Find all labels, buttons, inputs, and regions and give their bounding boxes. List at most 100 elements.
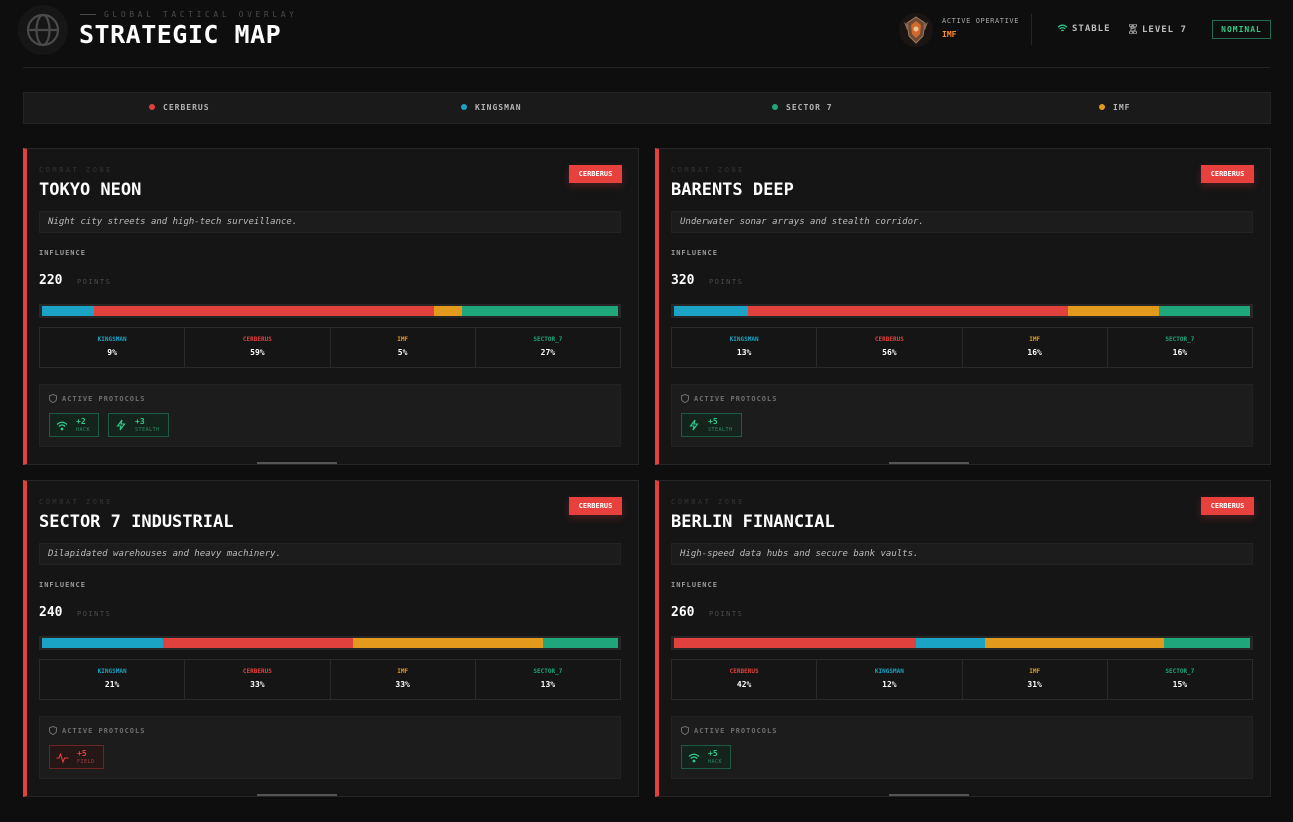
legend-label: SECTOR 7 [786,103,833,112]
legend-item-kingsman: KINGSMAN [461,103,522,112]
share-faction-name: IMF [397,336,409,343]
faction-shares: CERBERUS 42% KINGSMAN 12% IMF 31% SECTOR_7 15% [671,659,1253,700]
command-icon [1128,23,1138,35]
share-percent: 9% [107,348,117,357]
share-percent: 12% [882,680,897,689]
share-cell: IMF 16% [963,328,1108,367]
share-percent: 5% [397,348,408,357]
protocols-label-text: ACTIVE PROTOCOLS [694,395,778,403]
influence-label: INFLUENCE [39,581,86,589]
shield-icon [681,725,689,736]
protocol-value: +3 [135,417,145,426]
share-percent: 13% [540,680,556,689]
share-percent: 21% [104,680,120,689]
share-cell: SECTOR_7 16% [1108,328,1252,367]
active-protocols-panel: ACTIVE PROTOCOLS +2 HACK +3 STEALTH [39,384,621,447]
zone-label: COMBAT ZONE [671,166,745,174]
zone-description: Underwater sonar arrays and stealth corr… [671,211,1253,233]
scroll-indicator[interactable] [257,462,337,464]
influence-segment [674,638,916,648]
scroll-indicator[interactable] [889,794,969,796]
level-label: LEVEL 7 [1142,25,1187,35]
protocol-chip[interactable]: +5 FIELD [49,745,104,769]
system-status-badge: NOMINAL [1212,20,1271,39]
share-percent: 42% [736,680,752,689]
faction-shares: KINGSMAN 21% CERBERUS 33% IMF 33% SECTOR_7 13% [39,659,621,700]
protocols-label: ACTIVE PROTOCOLS [49,393,146,404]
protocol-chip[interactable]: +5 HACK [681,745,732,769]
influence-points: 240 [39,605,63,620]
share-faction-name: KINGSMAN [97,668,127,675]
share-cell: KINGSMAN 12% [817,660,963,699]
wifi-icon [1057,24,1068,32]
share-cell: KINGSMAN 13% [672,328,818,367]
active-protocols-panel: ACTIVE PROTOCOLS +5 FIELD [39,716,621,779]
protocol-type: HACK [76,427,91,433]
share-faction-name: SECTOR_7 [533,668,563,675]
protocols-label-text: ACTIVE PROTOCOLS [62,395,146,403]
globe-icon [18,5,68,55]
influence-segment [543,638,618,648]
wifi-icon [688,748,708,767]
faction-shares: KINGSMAN 9% CERBERUS 59% IMF 5% SECTOR_7 27% [39,327,621,368]
stable-label: STABLE [1072,24,1111,34]
header-divider-line [23,67,1270,68]
influence-segment [433,306,463,316]
legend-dot [461,104,467,110]
legend-item-cerberus: CERBERUS [149,103,210,112]
shield-icon [49,393,57,404]
share-percent: 56% [882,348,897,357]
points-unit: POINTS [77,278,112,286]
page-subtitle: GLOBAL TACTICAL OVERLAY [80,10,298,19]
share-faction-name: KINGSMAN [97,336,127,343]
zone-card-tokyo-neon[interactable]: COMBAT ZONE TOKYO NEON CERBERUS Night city … [23,148,639,465]
zone-label: COMBAT ZONE [671,498,745,506]
share-percent: 59% [250,348,265,357]
protocols-label-text: ACTIVE PROTOCOLS [694,727,778,735]
legend-dot [772,104,778,110]
legend-label: KINGSMAN [475,103,522,112]
influence-segment [353,638,544,648]
influence-bar [39,304,621,318]
active-protocols-panel: ACTIVE PROTOCOLS +5 STEALTH [671,384,1253,447]
top-header: GLOBAL TACTICAL OVERLAY STRATEGIC MAP AC… [0,0,1293,68]
share-cell: IMF 5% [331,328,476,367]
zone-label: COMBAT ZONE [39,166,113,174]
share-cell: CERBERUS 42% [672,660,818,699]
share-faction-name: CERBERUS [874,336,904,343]
share-cell: IMF 31% [963,660,1108,699]
owner-badge: CERBERUS [1201,165,1254,183]
share-faction-name: CERBERUS [242,668,272,675]
influence-segment [1163,638,1250,648]
share-cell: IMF 33% [331,660,476,699]
protocol-type: STEALTH [708,427,733,433]
share-percent: 27% [540,348,556,357]
protocol-chips: +5 HACK [681,745,732,769]
share-percent: 13% [736,348,752,357]
influence-label: INFLUENCE [671,249,718,257]
share-faction-name: SECTOR_7 [1165,668,1195,675]
zone-card-barents-deep[interactable]: COMBAT ZONE BARENTS DEEP CERBERUS Underwate… [655,148,1271,465]
zone-card-berlin-financial[interactable]: COMBAT ZONE BERLIN FINANCIAL CERBERUS High-… [655,480,1271,797]
operative-emblem-icon[interactable] [898,12,934,48]
influence-segment [915,638,986,648]
zone-name: TOKYO NEON [39,180,142,200]
bolt-icon [688,416,708,435]
share-cell: KINGSMAN 21% [40,660,186,699]
protocol-chip[interactable]: +3 STEALTH [108,413,169,437]
legend-label: IMF [1113,103,1131,112]
influence-segment [42,306,94,316]
scroll-indicator[interactable] [257,794,337,796]
zone-card-sector-7-industrial[interactable]: COMBAT ZONE SECTOR 7 INDUSTRIAL CERBERUS Di… [23,480,639,797]
protocol-chip[interactable]: +2 HACK [49,413,100,437]
share-faction-name: KINGSMAN [729,336,759,343]
share-cell: SECTOR_7 13% [476,660,620,699]
scroll-indicator[interactable] [889,462,969,464]
protocol-chip[interactable]: +5 STEALTH [681,413,742,437]
protocols-label: ACTIVE PROTOCOLS [681,725,778,736]
protocol-value: +5 [708,749,718,758]
share-faction-name: SECTOR_7 [533,336,563,343]
owner-badge: CERBERUS [1201,497,1254,515]
influence-points: 220 [39,273,63,288]
share-percent: 15% [1172,680,1188,689]
